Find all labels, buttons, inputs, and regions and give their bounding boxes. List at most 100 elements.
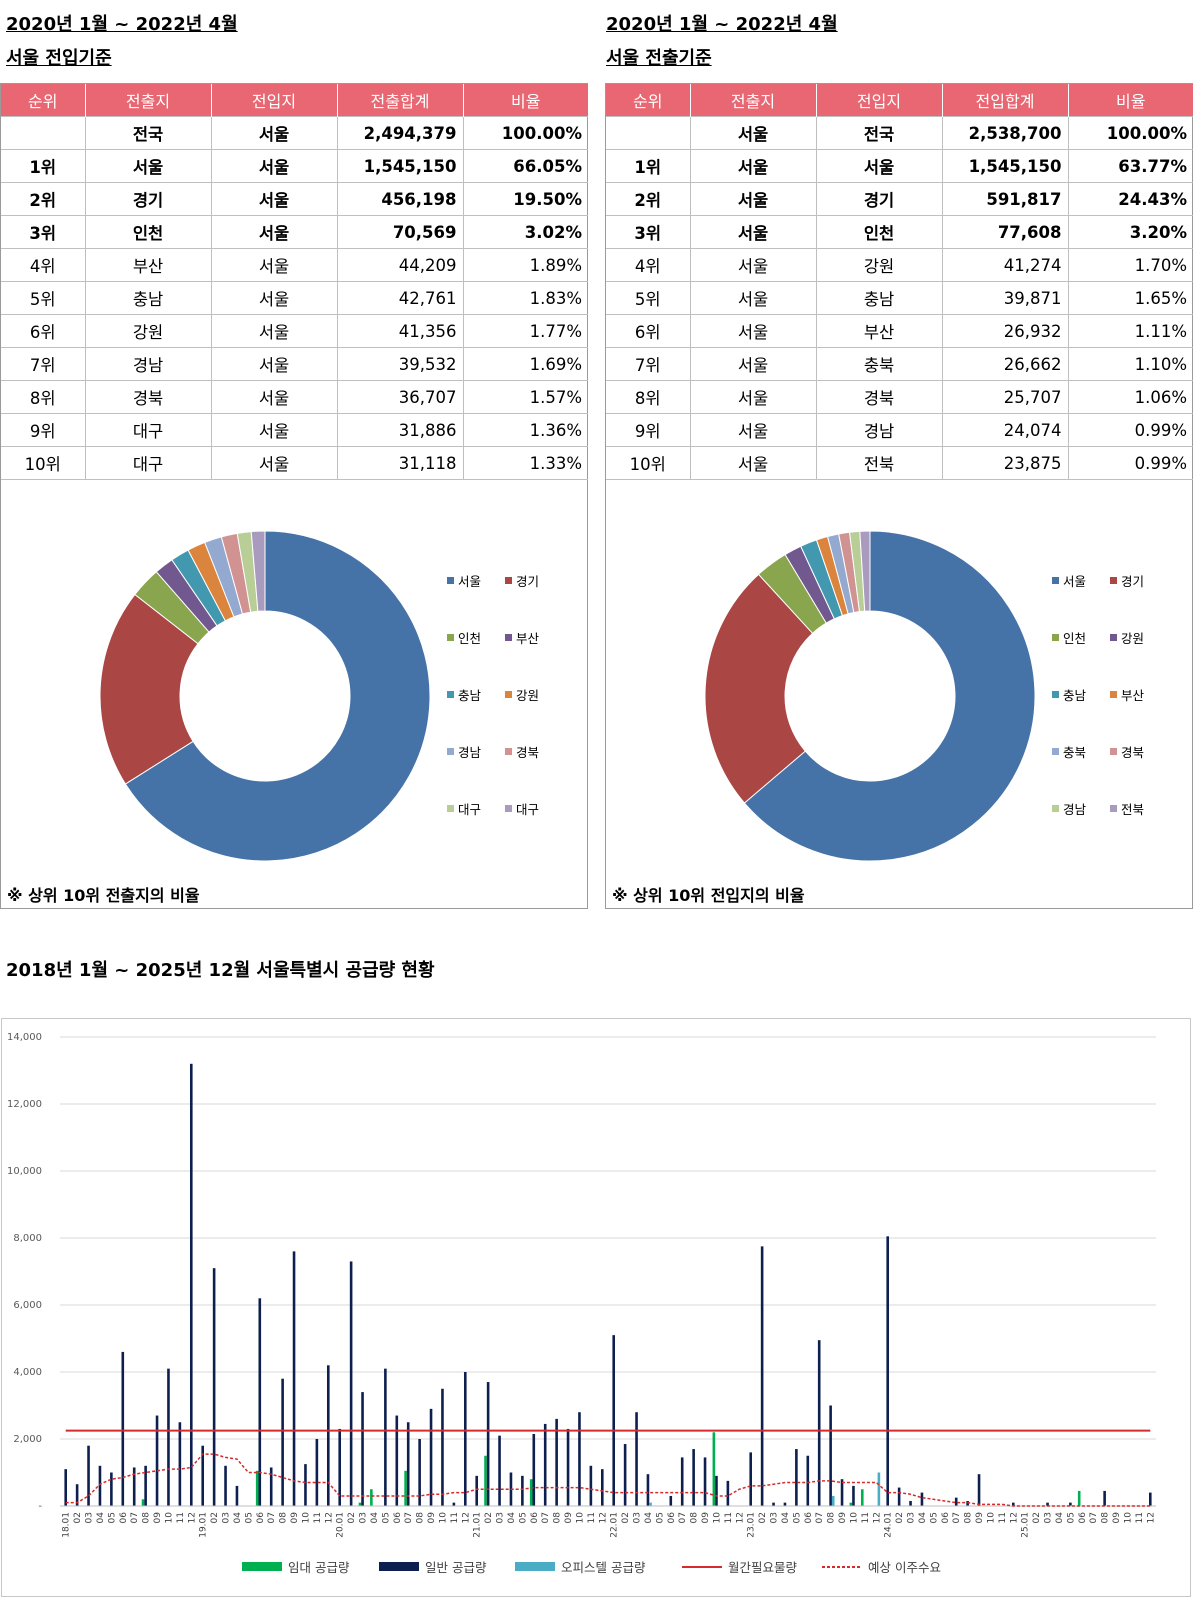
to-cell: 서울 — [211, 446, 338, 480]
y-tick-label: 2,000 — [13, 1434, 42, 1445]
ratio-cell: 63.77% — [1068, 149, 1193, 183]
pie-slice — [704, 573, 814, 804]
x-tick-label: 25.01 — [1021, 1512, 1031, 1538]
bar-general — [189, 1063, 193, 1506]
legend-label: 경북 — [516, 745, 540, 760]
y-tick-label: 14,000 — [7, 1032, 42, 1043]
x-tick-label: 04 — [370, 1512, 380, 1524]
legend-entry: 부산 — [1110, 685, 1144, 704]
total-cell: 2,538,700 — [942, 116, 1069, 150]
legend-swatch — [505, 634, 512, 641]
legend-entry: 전북 — [1110, 799, 1144, 818]
bar-general — [1069, 1502, 1072, 1506]
x-tick-label: 06 — [667, 1512, 677, 1524]
x-tick-label: 07 — [952, 1512, 962, 1523]
ratio-cell: 1.89% — [463, 248, 588, 282]
bar-general — [543, 1423, 547, 1506]
legend-label: 부산 — [516, 631, 540, 646]
x-tick-label: 07 — [678, 1512, 688, 1523]
total-cell: 44,209 — [337, 248, 464, 282]
x-tick-label: 10 — [164, 1512, 174, 1524]
legend-swatch — [447, 805, 454, 812]
bar-general — [87, 1445, 90, 1506]
x-tick-label: 08 — [690, 1512, 700, 1524]
total-cell: 591,817 — [942, 182, 1069, 216]
bar-rental — [529, 1479, 533, 1506]
legend-label: 대구 — [458, 802, 482, 817]
legend-entry: 경북 — [505, 742, 539, 761]
to-cell: 전북 — [816, 446, 943, 480]
table-row: 10위 서울 전북 23,875 0.99% — [606, 446, 1193, 480]
bar-general — [258, 1298, 262, 1506]
x-tick-label: 09 — [290, 1512, 300, 1524]
ratio-cell: 3.02% — [463, 215, 588, 249]
table-row: 7위 서울 충북 26,662 1.10% — [606, 347, 1193, 381]
legend-label: 임대 공급량 — [288, 1560, 350, 1575]
rank-cell: 9위 — [606, 413, 691, 447]
y-tick-label: 6,000 — [13, 1300, 42, 1311]
rank-cell: 10위 — [606, 446, 691, 480]
x-tick-label: 08 — [553, 1512, 563, 1524]
x-tick-label: 02 — [73, 1512, 83, 1523]
to-cell: 충남 — [816, 281, 943, 315]
bar-general — [64, 1469, 68, 1506]
expected-migration-line — [65, 1453, 1151, 1507]
x-tick-label: 12 — [598, 1512, 608, 1523]
left-note: ※ 상위 10위 전출지의 비율 — [7, 886, 200, 905]
to-cell: 서울 — [211, 215, 338, 249]
bar-rental — [404, 1470, 407, 1506]
rank-cell: 7위 — [1, 347, 86, 381]
bar-general — [326, 1365, 330, 1506]
from-cell: 대구 — [85, 413, 212, 447]
legend-entry: 경남 — [447, 742, 481, 761]
bar-general — [760, 1246, 764, 1506]
to-cell: 경남 — [816, 413, 943, 447]
bar-general — [1046, 1502, 1049, 1506]
x-tick-label: 09 — [564, 1512, 574, 1524]
bar-general — [384, 1368, 387, 1506]
legend-entry: 경북 — [1110, 742, 1144, 761]
y-tick-label: - — [38, 1501, 42, 1512]
rank-cell: 4위 — [606, 248, 691, 282]
x-tick-label: 06 — [119, 1512, 129, 1524]
rank-cell: 4위 — [1, 248, 86, 282]
right-panel: 순위 전출지 전입지 전입합계 비율 서울 전국 2,538,700 100.00% 1… — [605, 83, 1193, 909]
bar-general — [281, 1378, 284, 1506]
x-tick-label: 04 — [644, 1512, 654, 1524]
table-row: 6위 강원 서울 41,356 1.77% — [1, 314, 588, 348]
col-header-total: 전출합계 — [337, 84, 464, 117]
from-cell: 서울 — [690, 149, 817, 183]
bar-general — [1148, 1492, 1152, 1506]
x-tick-label: 21.01 — [473, 1512, 483, 1538]
x-tick-label: 02 — [1032, 1512, 1042, 1523]
to-cell: 서울 — [211, 347, 338, 381]
bar-general — [635, 1412, 638, 1506]
right-rank-table: 순위 전출지 전입지 전입합계 비율 서울 전국 2,538,700 100.00% 1… — [606, 84, 1193, 480]
pie-slice — [859, 530, 871, 612]
x-tick-label: 06 — [941, 1512, 951, 1524]
table-row: 6위 서울 부산 26,932 1.11% — [606, 314, 1193, 348]
ratio-cell: 66.05% — [463, 149, 588, 183]
table-row: 2위 경기 서울 456,198 19.50% — [1, 182, 588, 216]
bar-general — [361, 1392, 364, 1506]
x-tick-label: 12 — [1146, 1512, 1156, 1523]
col-header-ratio: 비율 — [1068, 84, 1193, 117]
x-tick-label: 05 — [107, 1512, 117, 1523]
right-donut-chart — [704, 530, 1036, 862]
bar-general — [646, 1474, 650, 1506]
bar-general — [692, 1449, 695, 1506]
ratio-cell: 100.00% — [463, 116, 588, 150]
bar-general — [269, 1467, 273, 1506]
total-cell: 456,198 — [337, 182, 464, 216]
rank-cell: 10위 — [1, 446, 86, 480]
legend-label: 강원 — [516, 688, 540, 703]
y-tick-label: 8,000 — [13, 1233, 42, 1244]
table-row: 1위 서울 서울 1,545,150 66.05% — [1, 149, 588, 183]
legend-label: 강원 — [1121, 631, 1145, 646]
from-cell: 서울 — [85, 149, 212, 183]
total-cell: 39,532 — [337, 347, 464, 381]
x-tick-label: 03 — [633, 1512, 643, 1523]
x-tick-label: 04 — [918, 1512, 928, 1524]
table-row: 서울 전국 2,538,700 100.00% — [606, 116, 1193, 150]
rank-cell: 3위 — [606, 215, 691, 249]
